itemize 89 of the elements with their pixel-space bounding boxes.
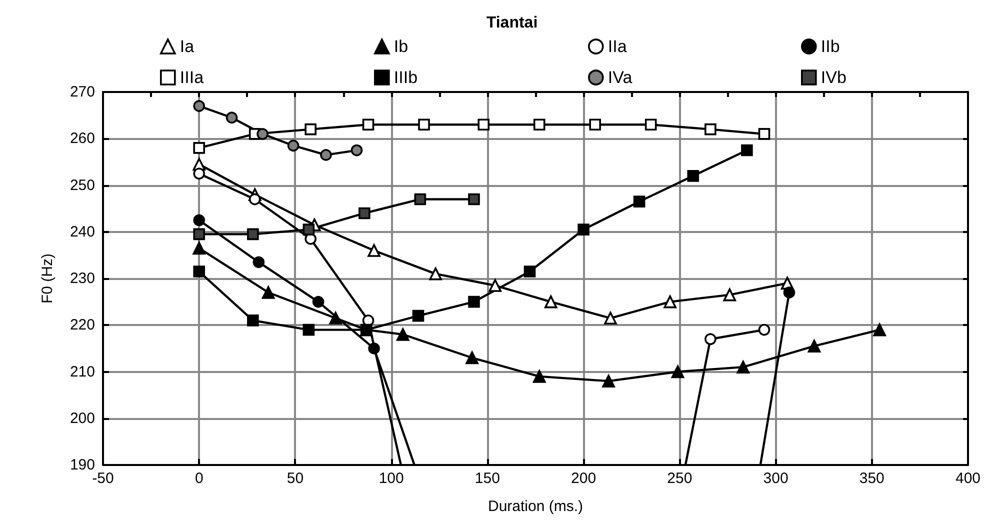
x-tick-label: -50 [92, 470, 114, 487]
point [247, 314, 259, 326]
x-tick-label: 300 [763, 470, 788, 487]
point [633, 196, 646, 208]
point [287, 140, 300, 152]
point [368, 342, 380, 354]
point [741, 144, 753, 156]
point [418, 118, 430, 131]
point [532, 370, 546, 383]
legend-label: IIa [608, 37, 628, 56]
y-tick-label: 240 [70, 223, 95, 240]
point [412, 310, 424, 322]
point [687, 170, 700, 182]
point [193, 214, 206, 226]
point [368, 244, 380, 257]
point [783, 286, 796, 298]
point [604, 312, 617, 325]
point [468, 296, 480, 308]
legend-label: IIIb [394, 68, 418, 87]
x-tick-label: 200 [571, 470, 596, 487]
point [226, 112, 238, 124]
point [248, 193, 261, 206]
point [414, 193, 426, 206]
point [808, 340, 821, 353]
y-axis-title: F0 (Hz) [39, 254, 56, 304]
point [193, 100, 206, 112]
y-tick-label: 210 [70, 363, 95, 380]
point [350, 144, 363, 156]
x-tick-label: 250 [667, 470, 692, 487]
point [256, 128, 268, 140]
point [329, 312, 342, 325]
y-tick-label: 220 [70, 316, 95, 334]
x-tick-label: 350 [859, 470, 884, 487]
point [578, 224, 590, 236]
point [671, 365, 684, 378]
point [704, 123, 716, 136]
point [758, 324, 770, 336]
point [362, 118, 374, 131]
point [602, 374, 615, 388]
point [262, 286, 275, 299]
point [358, 207, 370, 220]
point [736, 360, 750, 374]
y-tick-label: 270 [70, 84, 95, 100]
point [396, 328, 410, 341]
y-tick-label: 250 [70, 176, 95, 194]
legend-label: Ib [394, 37, 408, 56]
legend-label: IIb [820, 37, 840, 56]
point [252, 256, 265, 268]
point [192, 242, 206, 255]
point [478, 118, 490, 131]
y-tick-label: 260 [70, 130, 95, 148]
legend-label: IVa [608, 68, 633, 87]
point [193, 168, 206, 180]
point [533, 118, 546, 131]
point [524, 266, 536, 278]
point [193, 142, 206, 154]
point [664, 295, 676, 308]
legend-label: IVb [820, 68, 846, 87]
x-tick-label: 100 [378, 470, 404, 487]
point [723, 288, 736, 302]
point [488, 279, 502, 292]
point [304, 123, 316, 136]
x-tick-label: 50 [286, 470, 304, 487]
point [193, 266, 206, 278]
x-tick-label: 400 [955, 470, 981, 487]
point [758, 128, 770, 140]
point [589, 118, 601, 131]
point [644, 118, 657, 131]
point [247, 228, 259, 240]
x-axis-title: Duration (ms.) [488, 498, 584, 515]
point [193, 228, 206, 240]
chart-title: Tiantai [486, 14, 538, 32]
x-tick-label: 150 [474, 470, 500, 487]
point [704, 333, 716, 346]
point [429, 267, 442, 280]
y-tick-label: 230 [70, 270, 95, 287]
point [466, 351, 478, 364]
x-tick-label: 0 [194, 470, 204, 487]
point [302, 224, 315, 236]
y-tick-label: 190 [70, 456, 95, 474]
y-tick-label: 200 [70, 410, 95, 427]
point [544, 295, 558, 308]
legend-label: Ia [180, 37, 195, 56]
point [873, 323, 886, 336]
legend-label: IIIa [180, 68, 204, 87]
point [468, 193, 480, 206]
point [320, 149, 332, 161]
point [302, 324, 315, 336]
point [312, 296, 324, 308]
